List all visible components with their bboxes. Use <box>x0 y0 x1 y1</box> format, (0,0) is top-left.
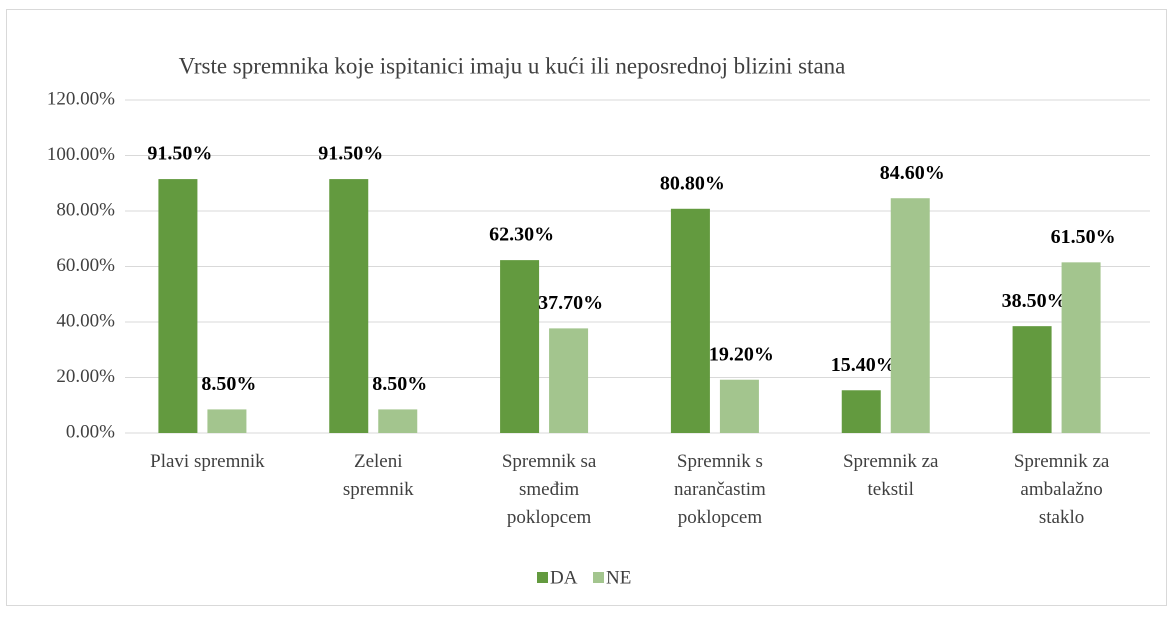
y-tick-label: 0.00% <box>66 421 115 442</box>
data-label: 80.80% <box>660 172 725 194</box>
chart-border <box>6 9 1167 606</box>
x-tick-line: smeđim <box>519 479 579 500</box>
legend-swatch <box>537 572 548 583</box>
legend-label: DA <box>550 567 578 588</box>
bar <box>719 379 759 433</box>
bar <box>1061 262 1101 433</box>
x-tick-line: ambalažno <box>1020 479 1102 500</box>
x-tick-line: Spremnik sa <box>502 451 597 472</box>
x-tick-label: Spremnik sa smeđim poklopcem <box>502 451 597 528</box>
x-tick-line: Spremnik s <box>677 451 763 472</box>
x-tick-line: Spremnik za <box>1014 451 1110 472</box>
x-tick-line: poklopcem <box>678 507 763 528</box>
x-tick-line: Zeleni <box>354 451 403 472</box>
bar <box>1012 326 1052 433</box>
y-tick-label: 60.00% <box>56 255 115 276</box>
bar <box>841 390 881 433</box>
data-label: 62.30% <box>489 224 554 246</box>
x-tick-line: tekstil <box>868 479 914 500</box>
x-tick-line: narančastim <box>674 479 766 500</box>
chart-title: Vrste spremnika koje ispitanici imaju u … <box>179 53 846 78</box>
bar <box>207 409 247 433</box>
x-tick-label: Spremnik s narančastim poklopcem <box>674 451 766 528</box>
data-label: 8.50% <box>201 373 256 395</box>
x-tick-line: poklopcem <box>507 507 592 528</box>
x-tick-label: Spremnik za ambalažno staklo <box>1014 451 1110 528</box>
bar <box>549 328 589 433</box>
data-label: 37.70% <box>538 292 603 314</box>
data-label: 91.50% <box>147 143 212 165</box>
x-tick-label: Spremnik za tekstil <box>843 451 939 500</box>
y-tick-label: 20.00% <box>56 366 115 387</box>
bar <box>329 179 369 433</box>
legend-label: NE <box>606 567 631 588</box>
data-label: 91.50% <box>318 143 383 165</box>
bar <box>500 260 540 433</box>
bar <box>158 179 198 433</box>
data-label: 61.50% <box>1051 226 1116 248</box>
data-label: 8.50% <box>372 373 427 395</box>
bar <box>670 208 710 433</box>
x-tick-line: staklo <box>1039 507 1084 528</box>
x-tick-line: Spremnik za <box>843 451 939 472</box>
legend-swatch <box>593 572 604 583</box>
data-label: 84.60% <box>880 162 945 184</box>
y-tick-label: 80.00% <box>56 199 115 220</box>
x-tick-label: Zeleni spremnik <box>343 451 414 500</box>
data-label: 38.50% <box>1002 290 1067 312</box>
data-label: 19.20% <box>709 343 774 365</box>
bar <box>890 198 930 433</box>
bar <box>378 409 418 433</box>
x-tick-line: spremnik <box>343 479 414 500</box>
x-tick-line: Plavi spremnik <box>150 451 265 472</box>
y-tick-label: 100.00% <box>47 144 115 165</box>
y-tick-label: 40.00% <box>56 310 115 331</box>
y-tick-label: 120.00% <box>47 88 115 109</box>
x-tick-label: Plavi spremnik <box>150 451 265 472</box>
data-label: 15.40% <box>831 354 896 376</box>
